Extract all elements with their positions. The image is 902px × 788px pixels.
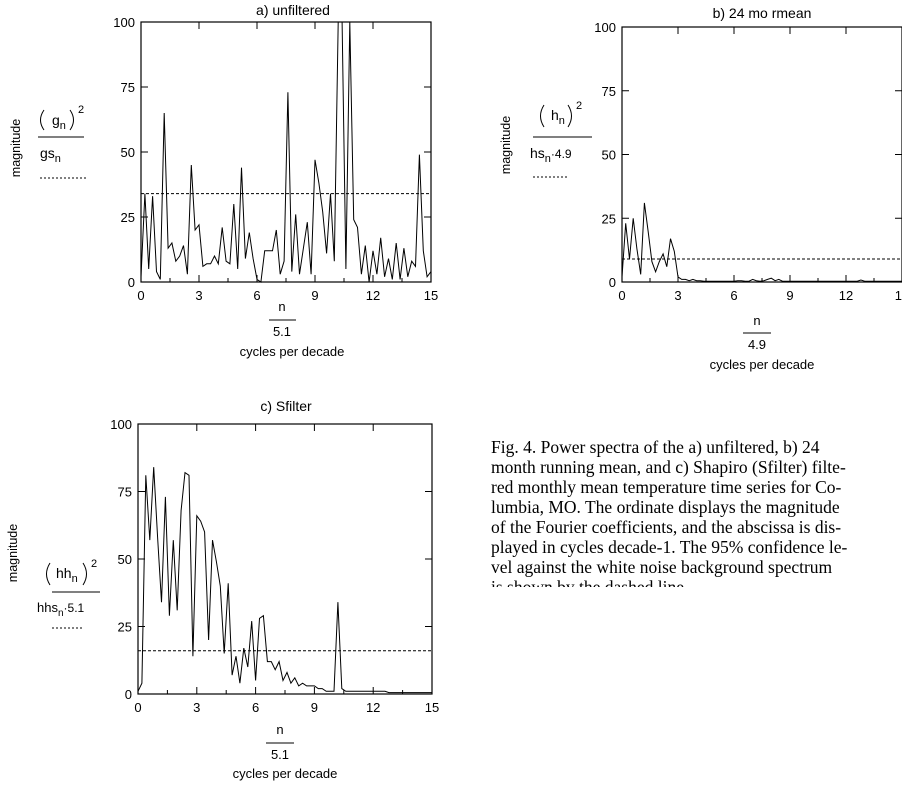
- panel-c-y-tick-label: 100: [110, 417, 132, 432]
- panel-c-x-tick-label: 12: [366, 700, 380, 715]
- panel-c-x-tick-label: 3: [193, 700, 200, 715]
- panel-c-axes: 0 3 6 9 12 15 0 25 50 75 100: [110, 417, 439, 715]
- caption-line: lumbia, MO. The ordinate displays the ma…: [491, 497, 840, 517]
- panel-a-title: a) unfiltered: [256, 2, 330, 18]
- panel-a-y-tick-label: 75: [121, 80, 135, 95]
- panel-c-x-frac-num: n: [276, 722, 283, 737]
- panel-c-x-fraction: n 5.1 cycles per decade: [233, 722, 338, 781]
- caption-line: red monthly mean temperature time series…: [491, 477, 842, 497]
- svg-text:2: 2: [576, 100, 582, 112]
- caption-line: is shown by the dashed line.: [491, 577, 689, 587]
- panel-a-x-tick-label: 9: [311, 288, 318, 303]
- svg-text:hn: hn: [551, 107, 565, 127]
- panel-b-x-fraction: n 4.9 cycles per decade: [710, 313, 815, 372]
- panel-a-x-tick-label: 3: [195, 288, 202, 303]
- panel-b-y-tick-label: 50: [602, 148, 616, 163]
- panel-b-ratio-num: h: [551, 107, 559, 123]
- panel-a-ratio-num-sub: n: [60, 120, 66, 132]
- panel-c-ratio-den: hhs: [37, 600, 58, 615]
- panel-c-x-label: cycles per decade: [233, 766, 338, 781]
- panel-b-ratio-num-sub: n: [559, 115, 565, 127]
- panel-b-axes: 0 3 6 9 12 15 0 25 50 75 100: [594, 20, 902, 303]
- panel-c-ratio-den-sub: n: [58, 608, 64, 619]
- panel-a-x-fraction: n 5.1 cycles per decade: [240, 299, 345, 359]
- panel-b-y-tick-label: 25: [602, 211, 616, 226]
- panel-c-y-tick-label: 0: [125, 687, 132, 702]
- panel-c-spectrum-line: [137, 467, 432, 694]
- panel-b-x-tick-label: 9: [786, 288, 793, 303]
- panel-a-y-tick-label: 25: [121, 210, 135, 225]
- panel-b-x-tick-label: 6: [730, 288, 737, 303]
- panel-b-y-tick-label: 100: [594, 20, 616, 35]
- svg-text:hsn·4.9: hsn·4.9: [530, 145, 572, 165]
- caption-line: vel against the white noise background s…: [491, 557, 833, 577]
- panel-c-x-tick-label: 15: [425, 700, 439, 715]
- panel-b-ratio-den: hs: [530, 145, 545, 161]
- panel-c-x-frac-den: 5.1: [271, 747, 289, 762]
- panel-a-y-label: magnitude: [9, 119, 23, 177]
- panel-c-title: c) Sfilter: [260, 398, 312, 414]
- panel-a-x-tick-label: 15: [424, 288, 438, 303]
- panel-a-ratio-num: g: [52, 112, 60, 128]
- panel-c-x-tick-label: 0: [134, 700, 141, 715]
- caption-line: of the Fourier coefficients, and the abs…: [491, 517, 842, 537]
- svg-text:hhn: hhn: [56, 565, 78, 585]
- panel-c-ratio-num-sub: n: [72, 573, 78, 585]
- panel-a-ratio-den: gs: [40, 145, 55, 161]
- panel-b-ratio-den-sub: n: [545, 153, 551, 165]
- caption-line: month running mean, and c) Shapiro (Sfil…: [491, 457, 846, 477]
- panel-c-plot-frame: [137, 423, 433, 695]
- panel-a-x-frac-num: n: [278, 299, 285, 314]
- panel-c-y-ratio-label: hhn 2 hhsn·5.1: [37, 558, 100, 629]
- panel-a-unfiltered: a) unfiltered magnitude gn 2 gsn 0 3 6 9 12 1…: [9, 2, 438, 359]
- panel-b-x-label: cycles per decade: [710, 357, 815, 372]
- panel-c-ratio-num: hh: [56, 565, 72, 581]
- panel-b-x-frac-den: 4.9: [748, 337, 766, 352]
- panel-b-x-tick-label: 3: [674, 288, 681, 303]
- panel-a-spectrum-line: [140, 21, 432, 283]
- panel-b-x-tick-label: 0: [618, 288, 625, 303]
- panel-c-y-tick-label: 75: [118, 485, 132, 500]
- caption-line: played in cycles decade-1. The 95% confi…: [491, 537, 848, 557]
- panel-a-y-tick-label: 0: [128, 275, 135, 290]
- svg-text:2: 2: [91, 558, 97, 570]
- panel-a-axes: 0 3 6 9 12 15 0 25 50 75 100: [113, 15, 438, 303]
- panel-b-y-tick-label: 75: [602, 84, 616, 99]
- panel-b-y-label: magnitude: [499, 116, 513, 174]
- panel-a-x-tick-label: 6: [253, 288, 260, 303]
- svg-text:2: 2: [78, 104, 84, 116]
- panel-b-spectrum-line: [621, 202, 902, 282]
- panel-c-x-tick-label: 6: [252, 700, 259, 715]
- panel-b-title: b) 24 mo rmean: [713, 5, 812, 21]
- panel-a-x-tick-label: 0: [137, 288, 144, 303]
- panel-a-x-tick-label: 12: [366, 288, 380, 303]
- panel-b-x-tick-label: 15: [895, 288, 902, 303]
- panel-c-ratio-den-tail: ·5.1: [64, 601, 85, 615]
- panel-b-x-tick-label: 12: [839, 288, 853, 303]
- svg-text:gn: gn: [52, 112, 66, 132]
- panel-b-x-frac-num: n: [753, 313, 760, 328]
- panel-b-y-tick-label: 0: [609, 275, 616, 290]
- panel-b-plot-frame: [621, 26, 902, 283]
- svg-text:gsn: gsn: [40, 145, 61, 165]
- panel-b-ratio-den-tail: ·4.9: [551, 147, 572, 161]
- panel-c-y-tick-label: 50: [118, 552, 132, 567]
- panel-a-ratio-den-sub: n: [55, 153, 61, 165]
- panel-a-x-frac-den: 5.1: [273, 324, 291, 339]
- panel-a-plot-frame: [140, 21, 432, 283]
- panel-c-y-label: magnitude: [6, 524, 20, 582]
- caption-line: Fig. 4. Power spectra of the a) unfilter…: [491, 437, 820, 457]
- panel-a-y-tick-label: 100: [113, 15, 135, 30]
- panel-c-x-tick-label: 9: [311, 700, 318, 715]
- panel-a-y-tick-label: 50: [121, 145, 135, 160]
- panel-a-y-ratio-label: gn 2 gsn: [38, 104, 86, 179]
- panel-b-y-ratio-label: hn 2 hsn·4.9: [530, 100, 592, 178]
- svg-text:hhsn·5.1: hhsn·5.1: [37, 600, 85, 619]
- panel-a-x-label: cycles per decade: [240, 344, 345, 359]
- figure-caption: Fig. 4. Power spectra of the a) unfilter…: [491, 437, 902, 587]
- panel-c-y-tick-label: 25: [118, 620, 132, 635]
